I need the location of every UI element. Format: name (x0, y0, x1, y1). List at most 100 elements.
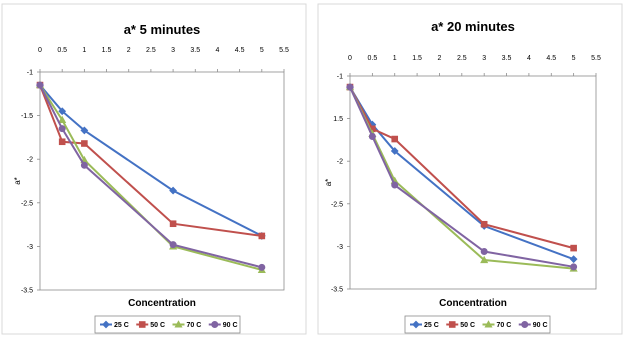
series-50-c (36, 81, 266, 240)
data-point (80, 126, 89, 135)
series-90-c (36, 81, 266, 271)
data-point (570, 263, 578, 271)
x-tick-label: 3.5 (502, 55, 512, 62)
chart-panel-2: a* 20 minutes 0 0.5 1 1.5 2 2.5 3 3.5 4 4.5 5 5.5 -1 1… (317, 3, 623, 335)
x-tick-label: 3.5 (190, 47, 200, 54)
legend-marker (521, 321, 529, 328)
plot-area (39, 71, 285, 291)
x-tick-label: 5.5 (279, 47, 289, 54)
x-tick-label: 2 (127, 47, 131, 54)
legend-label: 25 C (114, 322, 129, 329)
series-line (39, 84, 262, 237)
data-point (390, 147, 399, 155)
data-point (169, 186, 177, 195)
legend-marker (448, 321, 456, 328)
x-tick-label: 4 (527, 55, 531, 62)
series-line (39, 84, 263, 237)
x-tick-label: 0 (348, 55, 352, 62)
legend-label: 90 C (223, 322, 238, 329)
data-point (570, 244, 577, 252)
data-point (58, 125, 66, 133)
legend-label: 50 C (460, 322, 475, 329)
legend-item: 50 C (136, 321, 165, 329)
series-line (349, 86, 574, 270)
legend-item: 90 C (518, 321, 548, 329)
y-tick-label: -3.5 (21, 288, 33, 295)
data-point (258, 232, 266, 240)
y-tick-label: -3 (27, 244, 33, 251)
y-axis-label: a* (13, 177, 22, 185)
x-tick-label: 2 (438, 55, 442, 62)
chart-title: a* 5 minutes (124, 22, 201, 37)
data-point (169, 241, 177, 249)
x-tick-label: 5 (572, 55, 576, 62)
x-tick-label: 4.5 (546, 55, 556, 62)
data-point (569, 255, 578, 264)
x-tick-label: 0.5 (57, 47, 67, 54)
series-line (349, 86, 574, 261)
legend-label: 50 C (150, 322, 165, 329)
legend-marker (211, 321, 219, 328)
x-tick-label: 5.5 (591, 55, 601, 62)
data-point (346, 83, 354, 91)
legend-item: 50 C (446, 321, 475, 329)
legend-item: 90 C (208, 321, 238, 329)
y-axis-label: a* (324, 179, 333, 187)
data-point (80, 161, 88, 169)
series-70-c (35, 80, 266, 274)
legend-label: 70 C (187, 322, 202, 329)
x-tick-label: 0 (38, 47, 42, 54)
data-point (169, 220, 177, 228)
legend-marker (412, 320, 420, 329)
x-tick-label: 3 (171, 47, 175, 54)
x-tick-label: 0.5 (367, 55, 377, 62)
y-tick-label: -2.5 (331, 201, 343, 208)
legend-item: 70 C (172, 320, 202, 329)
legend-item: 25 C (410, 320, 439, 329)
data-point (391, 181, 399, 189)
data-point (480, 248, 488, 256)
chart-panel-1: a* 5 minutes 0 0.5 1 1.5 2 2.5 3 3.5 4 4.5 5 5.5 -1 -1… (1, 3, 307, 335)
y-tick-label: -2 (337, 159, 343, 166)
legend-marker (484, 320, 493, 328)
y-tick-label: -1 (337, 74, 343, 81)
x-tick-label: 2.5 (457, 55, 467, 62)
legend-marker (138, 321, 146, 328)
x-tick-label: 3 (482, 55, 486, 62)
series-70-c (345, 82, 578, 272)
y-tick-label: -2 (27, 157, 33, 164)
data-point (368, 132, 376, 140)
legend-label: 70 C (497, 322, 512, 329)
x-axis-label: Concentration (128, 298, 196, 309)
legend-item: 70 C (482, 320, 512, 329)
legend-marker (102, 320, 110, 329)
y-tick-label: -3.5 (331, 287, 343, 294)
legend: 25 C 50 C 70 C 90 C (94, 315, 241, 334)
y-tick-label: -1.5 (21, 113, 33, 120)
x-tick-label: 1 (393, 55, 397, 62)
series-25-c (36, 81, 266, 240)
x-tick-label: 4 (216, 47, 220, 54)
series-90-c (346, 83, 578, 271)
data-point (391, 135, 399, 143)
legend-box (404, 315, 551, 334)
legend-item: 25 C (100, 320, 129, 329)
x-axis-label: Concentration (439, 298, 507, 309)
data-point (258, 263, 266, 271)
x-tick-label: 1.5 (412, 55, 422, 62)
legend-label: 25 C (424, 322, 439, 329)
legend-box (94, 315, 241, 334)
data-point (480, 220, 488, 228)
x-tick-label: 1 (82, 47, 86, 54)
series-line (349, 86, 574, 250)
data-point (480, 255, 489, 264)
legend: 25 C 50 C 70 C 90 C (404, 315, 551, 334)
chart-frame (1, 3, 307, 335)
data-point (58, 138, 66, 146)
legend-label: 90 C (533, 322, 548, 329)
data-point (58, 107, 67, 116)
y-tick-label: -3 (337, 244, 343, 251)
x-tick-label: 5 (260, 47, 264, 54)
x-tick-label: 1.5 (102, 47, 112, 54)
y-tick-label: 1.5 (333, 116, 343, 123)
